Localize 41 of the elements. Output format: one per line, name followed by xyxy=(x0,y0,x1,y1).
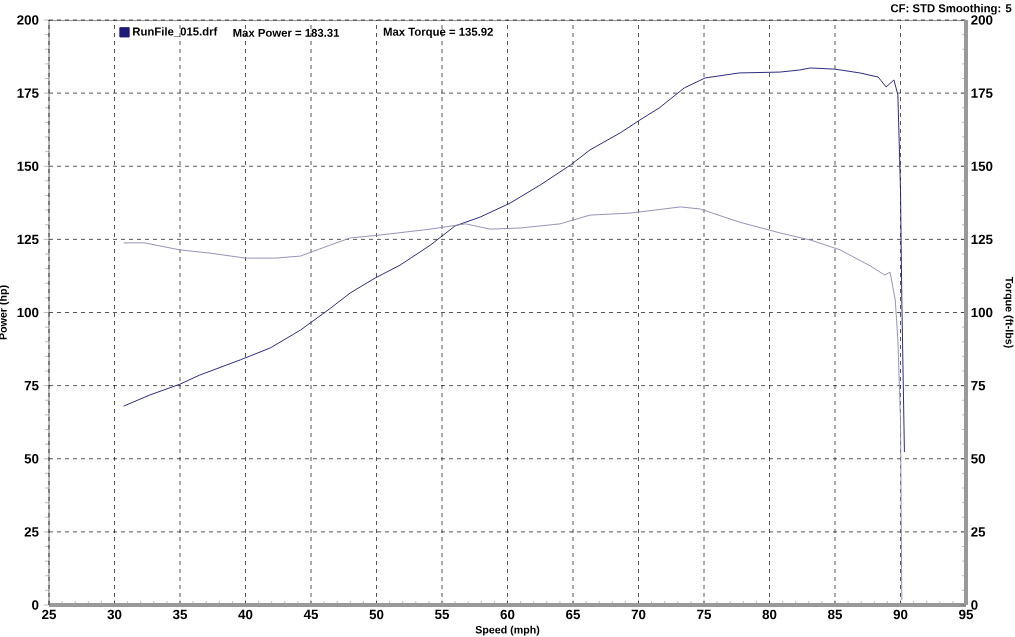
x-tick-label: 85 xyxy=(828,609,843,620)
x-tick-label: 30 xyxy=(107,609,122,620)
y2-axis-title: Torque (ft-lbs) xyxy=(1003,276,1014,348)
y2-tick-label: 175 xyxy=(971,88,993,98)
y-tick-label: 75 xyxy=(24,380,39,391)
x-tick-label: 95 xyxy=(959,609,974,620)
y-tick-label: 150 xyxy=(17,161,39,171)
x-axis-title: Speed (mph) xyxy=(475,625,540,636)
x-tick-label: 50 xyxy=(369,609,384,620)
x-tick-label: 45 xyxy=(303,609,319,620)
y2-tick-label: 50 xyxy=(971,454,986,464)
annotation: Max Power = 183.31 xyxy=(233,28,340,37)
y-tick-label: 0 xyxy=(32,600,39,610)
x-tick-label: 70 xyxy=(631,609,646,620)
x-tick-label: 65 xyxy=(566,609,581,620)
y2-tick-label: 150 xyxy=(971,161,993,171)
x-tick-label: 80 xyxy=(762,609,777,620)
line-series xyxy=(123,206,903,601)
y2-tick-label: 75 xyxy=(971,380,986,391)
y-tick-label: 125 xyxy=(17,234,39,245)
y2-tick-label: 100 xyxy=(971,307,993,318)
y-tick-label: 175 xyxy=(17,88,39,98)
x-tick-label: 40 xyxy=(238,609,253,620)
x-tick-label: 60 xyxy=(500,609,515,620)
legend-label: RunFile_015.drf xyxy=(133,27,218,37)
x-tick-label: 75 xyxy=(697,609,712,620)
line-series xyxy=(123,67,905,453)
y2-tick-label: 25 xyxy=(971,527,986,537)
x-tick-label: 55 xyxy=(435,609,450,620)
y-tick-label: 25 xyxy=(24,527,39,537)
text: CF: STD Smoothing: 5 xyxy=(890,3,1012,15)
y-tick-label: 200 xyxy=(17,15,39,25)
x-tick-label: 35 xyxy=(172,609,188,620)
y-tick-label: 100 xyxy=(17,307,39,318)
y2-tick-label: 200 xyxy=(971,15,993,25)
y2-tick-label: 125 xyxy=(971,234,993,245)
x-tick-label: 25 xyxy=(42,609,57,620)
y-tick-label: 50 xyxy=(24,454,39,464)
y2-tick-label: 0 xyxy=(971,600,978,610)
x-tick-label: 90 xyxy=(893,609,908,620)
annotation: Max Torque = 135.92 xyxy=(383,27,493,38)
